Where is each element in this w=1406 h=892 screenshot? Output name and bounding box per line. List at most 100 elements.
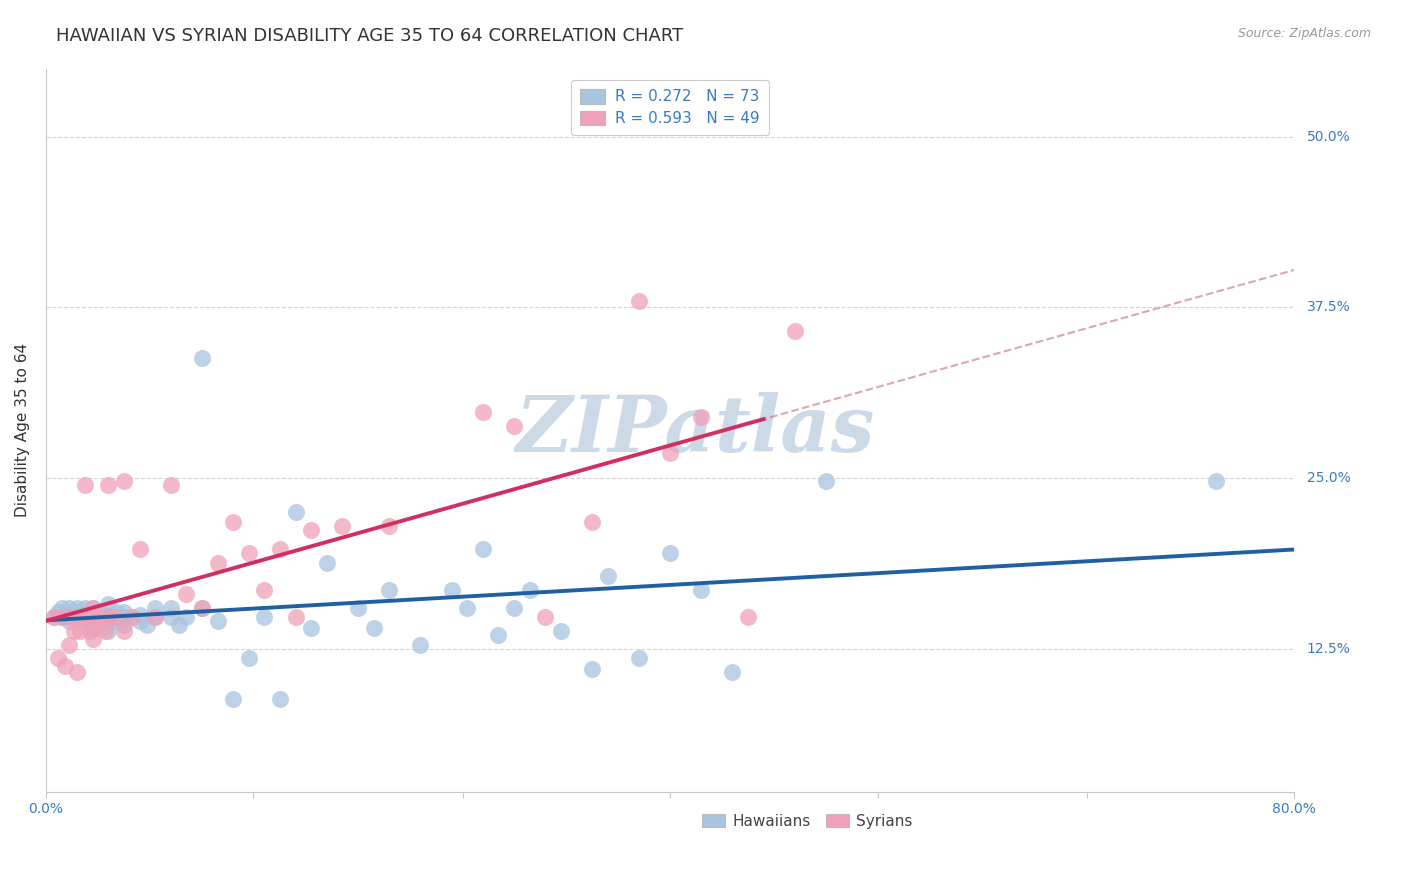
- Point: [121, 610, 143, 624]
- Point: [97, 597, 120, 611]
- Point: [471, 541, 494, 556]
- Point: [48, 651, 70, 665]
- Point: [121, 610, 143, 624]
- Point: [550, 624, 572, 638]
- Point: [176, 610, 198, 624]
- Point: [207, 556, 229, 570]
- Point: [690, 582, 713, 597]
- Point: [82, 610, 104, 624]
- Point: [82, 615, 104, 629]
- Point: [299, 523, 322, 537]
- Point: [90, 610, 112, 624]
- Point: [79, 610, 101, 624]
- Point: [627, 293, 650, 308]
- Point: [238, 651, 260, 665]
- Text: 50.0%: 50.0%: [1306, 129, 1350, 144]
- Point: [42, 610, 65, 624]
- Point: [814, 474, 837, 488]
- Point: [51, 600, 73, 615]
- Point: [73, 607, 96, 622]
- Point: [63, 624, 86, 638]
- Point: [471, 405, 494, 419]
- Point: [73, 615, 96, 629]
- Point: [112, 618, 135, 632]
- Point: [659, 446, 682, 460]
- Point: [191, 600, 214, 615]
- Point: [97, 478, 120, 492]
- Point: [456, 600, 478, 615]
- Point: [332, 518, 354, 533]
- Point: [66, 610, 89, 624]
- Point: [94, 624, 117, 638]
- Point: [82, 621, 104, 635]
- Point: [1205, 474, 1227, 488]
- Point: [581, 515, 603, 529]
- Point: [97, 624, 120, 638]
- Text: 25.0%: 25.0%: [1306, 471, 1350, 485]
- Point: [378, 582, 401, 597]
- Text: Source: ZipAtlas.com: Source: ZipAtlas.com: [1237, 27, 1371, 40]
- Point: [627, 651, 650, 665]
- Point: [112, 605, 135, 619]
- Point: [238, 546, 260, 560]
- Point: [73, 478, 96, 492]
- Point: [66, 605, 89, 619]
- Point: [143, 610, 166, 624]
- Point: [269, 541, 291, 556]
- Point: [503, 419, 526, 434]
- Point: [159, 478, 181, 492]
- Point: [82, 600, 104, 615]
- Point: [159, 600, 181, 615]
- Point: [53, 659, 76, 673]
- Point: [128, 541, 150, 556]
- Y-axis label: Disability Age 35 to 64: Disability Age 35 to 64: [15, 343, 30, 517]
- Point: [128, 607, 150, 622]
- Legend: Hawaiians, Syrians: Hawaiians, Syrians: [696, 807, 920, 835]
- Point: [82, 600, 104, 615]
- Point: [596, 569, 619, 583]
- Point: [112, 610, 135, 624]
- Point: [167, 618, 190, 632]
- Point: [73, 600, 96, 615]
- Point: [253, 582, 276, 597]
- Point: [347, 600, 370, 615]
- Point: [534, 610, 557, 624]
- Text: HAWAIIAN VS SYRIAN DISABILITY AGE 35 TO 64 CORRELATION CHART: HAWAIIAN VS SYRIAN DISABILITY AGE 35 TO …: [56, 27, 683, 45]
- Point: [97, 610, 120, 624]
- Point: [69, 624, 91, 638]
- Point: [315, 556, 337, 570]
- Point: [409, 638, 432, 652]
- Point: [363, 621, 385, 635]
- Point: [207, 615, 229, 629]
- Point: [503, 600, 526, 615]
- Point: [69, 610, 91, 624]
- Point: [378, 518, 401, 533]
- Point: [58, 600, 80, 615]
- Point: [58, 615, 80, 629]
- Point: [58, 610, 80, 624]
- Point: [105, 610, 128, 624]
- Point: [66, 665, 89, 679]
- Point: [659, 546, 682, 560]
- Point: [84, 618, 107, 632]
- Point: [519, 582, 541, 597]
- Point: [53, 607, 76, 622]
- Point: [128, 615, 150, 629]
- Point: [94, 615, 117, 629]
- Point: [110, 610, 132, 624]
- Point: [112, 624, 135, 638]
- Point: [783, 324, 806, 338]
- Point: [100, 610, 122, 624]
- Point: [58, 638, 80, 652]
- Point: [159, 610, 181, 624]
- Point: [143, 600, 166, 615]
- Point: [737, 610, 759, 624]
- Point: [97, 615, 120, 629]
- Point: [90, 605, 112, 619]
- Point: [112, 474, 135, 488]
- Point: [222, 692, 245, 706]
- Point: [143, 610, 166, 624]
- Point: [79, 624, 101, 638]
- Point: [253, 610, 276, 624]
- Point: [97, 607, 120, 622]
